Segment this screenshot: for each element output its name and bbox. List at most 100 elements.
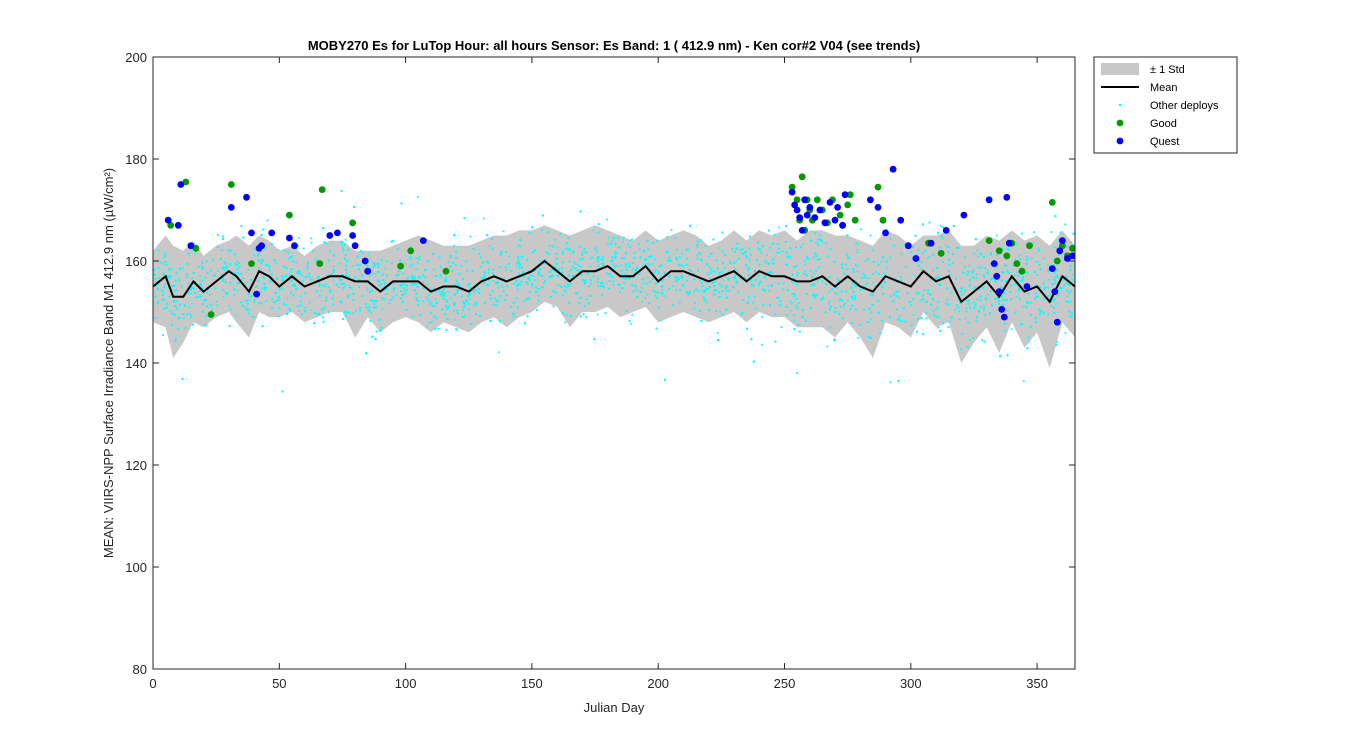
other-deploy-point	[341, 244, 343, 246]
other-deploy-point	[1071, 278, 1074, 281]
other-deploy-point	[588, 285, 590, 288]
other-deploy-point	[1010, 298, 1012, 301]
other-deploy-point	[939, 225, 942, 227]
other-deploy-point	[897, 290, 900, 293]
other-deploy-point	[201, 280, 204, 282]
other-deploy-point	[982, 286, 984, 288]
other-deploy-point	[439, 273, 442, 276]
other-deploy-point	[592, 229, 595, 232]
other-deploy-point	[159, 261, 162, 264]
other-deploy-point	[161, 291, 164, 293]
other-deploy-point	[462, 278, 465, 281]
other-deploy-point	[855, 242, 858, 244]
other-deploy-point	[374, 306, 377, 308]
other-deploy-point	[1073, 263, 1075, 266]
other-deploy-point	[762, 245, 764, 248]
other-deploy-point	[290, 280, 293, 282]
other-deploy-point	[430, 301, 433, 304]
other-deploy-point	[624, 263, 627, 266]
other-deploy-point	[766, 261, 768, 264]
other-deploy-point	[242, 277, 244, 279]
other-deploy-point	[378, 285, 381, 287]
other-deploy-point	[606, 243, 609, 246]
other-deploy-point	[304, 306, 307, 309]
other-deploy-point	[612, 259, 614, 262]
other-deploy-point	[802, 243, 804, 246]
other-deploy-point	[463, 217, 466, 219]
other-deploy-point	[529, 273, 532, 276]
other-deploy-point	[984, 314, 986, 317]
other-deploy-point	[658, 271, 660, 273]
other-deploy-point	[480, 276, 483, 279]
other-deploy-point	[404, 292, 407, 295]
other-deploy-point	[551, 274, 554, 277]
other-deploy-point	[162, 294, 164, 296]
other-deploy-point	[699, 279, 701, 282]
other-deploy-point	[304, 292, 306, 295]
other-deploy-point	[446, 307, 449, 310]
other-deploy-point	[617, 236, 619, 239]
other-deploy-point	[683, 284, 685, 287]
other-deploy-point	[914, 234, 917, 237]
other-deploy-point	[295, 248, 297, 250]
other-deploy-point	[1069, 269, 1072, 271]
other-deploy-point	[710, 268, 713, 271]
other-deploy-point	[745, 256, 748, 259]
other-deploy-point	[937, 326, 939, 329]
other-deploy-point	[323, 306, 326, 309]
other-deploy-point	[852, 270, 855, 273]
other-deploy-point	[925, 301, 928, 303]
other-deploy-point	[756, 259, 758, 262]
other-deploy-point	[968, 284, 971, 287]
other-deploy-point	[748, 247, 751, 250]
other-deploy-point	[338, 278, 341, 280]
other-deploy-point	[537, 294, 540, 297]
other-deploy-point	[703, 299, 706, 302]
other-deploy-point	[173, 313, 176, 316]
other-deploy-point	[781, 250, 784, 253]
other-deploy-point	[449, 297, 452, 300]
other-deploy-point	[364, 303, 367, 305]
other-deploy-point	[528, 276, 531, 279]
other-deploy-point	[644, 259, 646, 262]
other-deploy-point	[399, 297, 402, 300]
other-deploy-point	[455, 328, 458, 331]
other-deploy-point	[720, 271, 723, 274]
other-deploy-point	[652, 242, 655, 244]
other-deploy-point	[856, 243, 859, 246]
other-deploy-point	[596, 313, 599, 316]
other-deploy-point	[791, 292, 794, 295]
other-deploy-point	[153, 273, 156, 276]
other-deploy-point	[998, 302, 1000, 305]
other-deploy-point	[370, 299, 373, 301]
other-deploy-point	[412, 278, 415, 280]
other-deploy-point	[228, 325, 231, 327]
other-deploy-point	[515, 280, 518, 283]
other-deploy-point	[1054, 275, 1057, 278]
other-deploy-point	[439, 292, 442, 295]
other-deploy-point	[1054, 246, 1057, 249]
other-deploy-point	[153, 268, 155, 271]
other-deploy-point	[541, 275, 543, 277]
other-deploy-point	[161, 289, 164, 292]
other-deploy-point	[856, 248, 859, 251]
other-deploy-point	[856, 252, 859, 254]
other-deploy-point	[186, 273, 189, 275]
other-deploy-point	[179, 303, 181, 306]
other-deploy-point	[285, 304, 288, 307]
other-deploy-point	[1068, 283, 1070, 286]
other-deploy-point	[1017, 271, 1019, 273]
other-deploy-point	[1009, 291, 1012, 293]
other-deploy-point	[262, 282, 265, 285]
other-deploy-point	[721, 290, 724, 293]
other-deploy-point	[938, 247, 941, 249]
other-deploy-point	[1063, 278, 1066, 281]
other-deploy-point	[696, 257, 699, 260]
other-deploy-point	[269, 281, 272, 283]
other-deploy-point	[837, 287, 839, 290]
other-deploy-point	[167, 276, 170, 279]
other-deploy-point	[792, 314, 795, 317]
other-deploy-point	[654, 290, 657, 293]
other-deploy-point	[182, 267, 184, 270]
other-deploy-point	[405, 309, 408, 311]
